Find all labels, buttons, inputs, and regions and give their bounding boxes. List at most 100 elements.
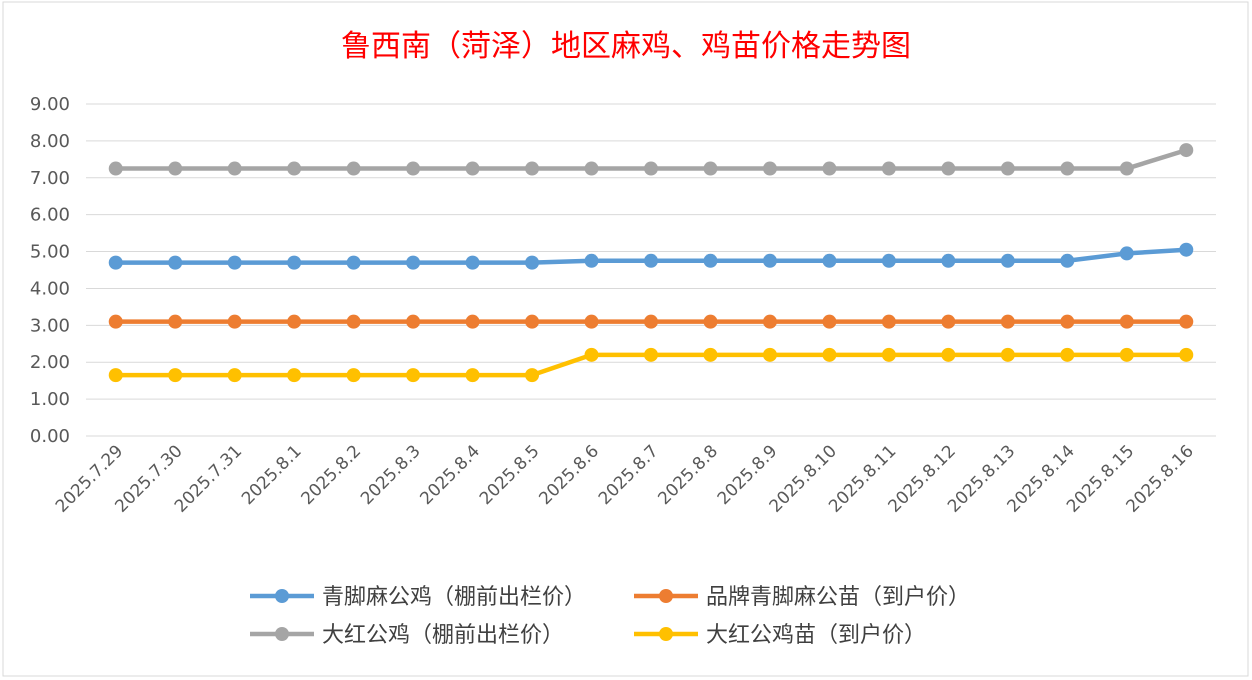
series-2	[108, 143, 1194, 176]
series-1	[108, 314, 1194, 329]
y-tick-label: 1.00	[30, 389, 70, 410]
data-point	[644, 347, 658, 362]
data-point	[108, 255, 123, 270]
legend-item: 大红公鸡（棚前出栏价）	[250, 623, 564, 648]
data-point	[1060, 161, 1075, 176]
data-point	[584, 347, 599, 362]
data-point	[822, 314, 837, 329]
data-point	[168, 314, 183, 329]
data-point	[108, 368, 123, 383]
data-point	[1060, 347, 1075, 362]
legend-marker	[659, 589, 673, 603]
data-point	[108, 314, 123, 329]
data-point	[762, 253, 777, 268]
legend-label: 大红公鸡苗（到户价）	[706, 623, 926, 648]
y-tick-label: 7.00	[30, 168, 70, 189]
legend-marker	[275, 589, 289, 603]
data-point	[762, 347, 777, 362]
series-0	[108, 242, 1194, 270]
series-group	[108, 143, 1194, 383]
legend-label: 品牌青脚麻公苗（到户价）	[706, 585, 970, 610]
gridlines	[86, 103, 1216, 437]
data-point	[941, 161, 956, 176]
data-point	[525, 255, 540, 270]
data-point	[762, 161, 777, 176]
data-point	[346, 368, 361, 383]
data-point	[822, 253, 837, 268]
data-point	[465, 161, 480, 176]
data-point	[822, 347, 837, 362]
data-point	[406, 161, 421, 176]
series-3	[108, 347, 1194, 383]
data-point	[465, 255, 480, 270]
data-point	[168, 368, 183, 383]
data-point	[346, 161, 361, 176]
data-point	[644, 314, 658, 329]
y-tick-label: 5.00	[30, 242, 70, 263]
data-point	[881, 253, 896, 268]
data-point	[168, 255, 183, 270]
data-point	[287, 368, 302, 383]
data-point	[822, 161, 837, 176]
data-point	[941, 347, 956, 362]
data-point	[287, 161, 302, 176]
data-point	[406, 255, 421, 270]
data-point	[1000, 253, 1015, 268]
legend-item: 青脚麻公鸡（棚前出栏价）	[250, 585, 586, 610]
data-point	[584, 314, 599, 329]
data-point	[703, 253, 718, 268]
data-point	[227, 161, 242, 176]
data-point	[703, 347, 718, 362]
data-point	[1179, 242, 1194, 257]
data-point	[881, 161, 896, 176]
legend-marker	[659, 627, 673, 641]
y-tick-label: 8.00	[30, 131, 70, 152]
data-point	[1119, 246, 1134, 261]
data-point	[881, 347, 896, 362]
data-point	[1000, 347, 1015, 362]
data-point	[465, 314, 480, 329]
legend-marker	[275, 627, 289, 641]
data-point	[1119, 314, 1134, 329]
data-point	[881, 314, 896, 329]
data-point	[1179, 314, 1194, 329]
data-point	[227, 314, 242, 329]
data-point	[287, 314, 302, 329]
y-tick-label: 0.00	[30, 426, 70, 447]
y-tick-label: 6.00	[30, 205, 70, 226]
y-tick-label: 2.00	[30, 352, 70, 373]
y-tick-label: 9.00	[30, 94, 70, 115]
data-point	[1060, 253, 1075, 268]
y-tick-label: 3.00	[30, 315, 70, 336]
data-point	[346, 314, 361, 329]
data-point	[1060, 314, 1075, 329]
y-tick-label: 4.00	[30, 278, 70, 299]
data-point	[762, 314, 777, 329]
data-point	[1179, 347, 1194, 362]
data-point	[525, 368, 540, 383]
legend-label: 青脚麻公鸡（棚前出栏价）	[322, 585, 586, 610]
y-axis-ticks: 0.00 1.00 2.00 3.00 4.00 5.00 6.00 7.00 8.00 9.00	[30, 94, 70, 447]
data-point	[346, 255, 361, 270]
data-point	[227, 255, 242, 270]
data-point	[287, 255, 302, 270]
legend: 青脚麻公鸡（棚前出栏价） 品牌青脚麻公苗（到户价） 大红公鸡（棚前出栏价） 大红公鸡苗…	[250, 585, 970, 648]
data-point	[406, 314, 421, 329]
data-point	[703, 161, 718, 176]
data-point	[168, 161, 183, 176]
data-point	[584, 161, 599, 176]
data-point	[644, 253, 658, 268]
data-point	[1179, 143, 1194, 158]
data-point	[941, 253, 956, 268]
legend-item: 大红公鸡苗（到户价）	[634, 623, 926, 648]
data-point	[1000, 314, 1015, 329]
data-point	[584, 253, 599, 268]
data-point	[644, 161, 658, 176]
data-point	[465, 368, 480, 383]
data-point	[525, 314, 540, 329]
data-point	[1119, 347, 1134, 362]
data-point	[525, 161, 540, 176]
